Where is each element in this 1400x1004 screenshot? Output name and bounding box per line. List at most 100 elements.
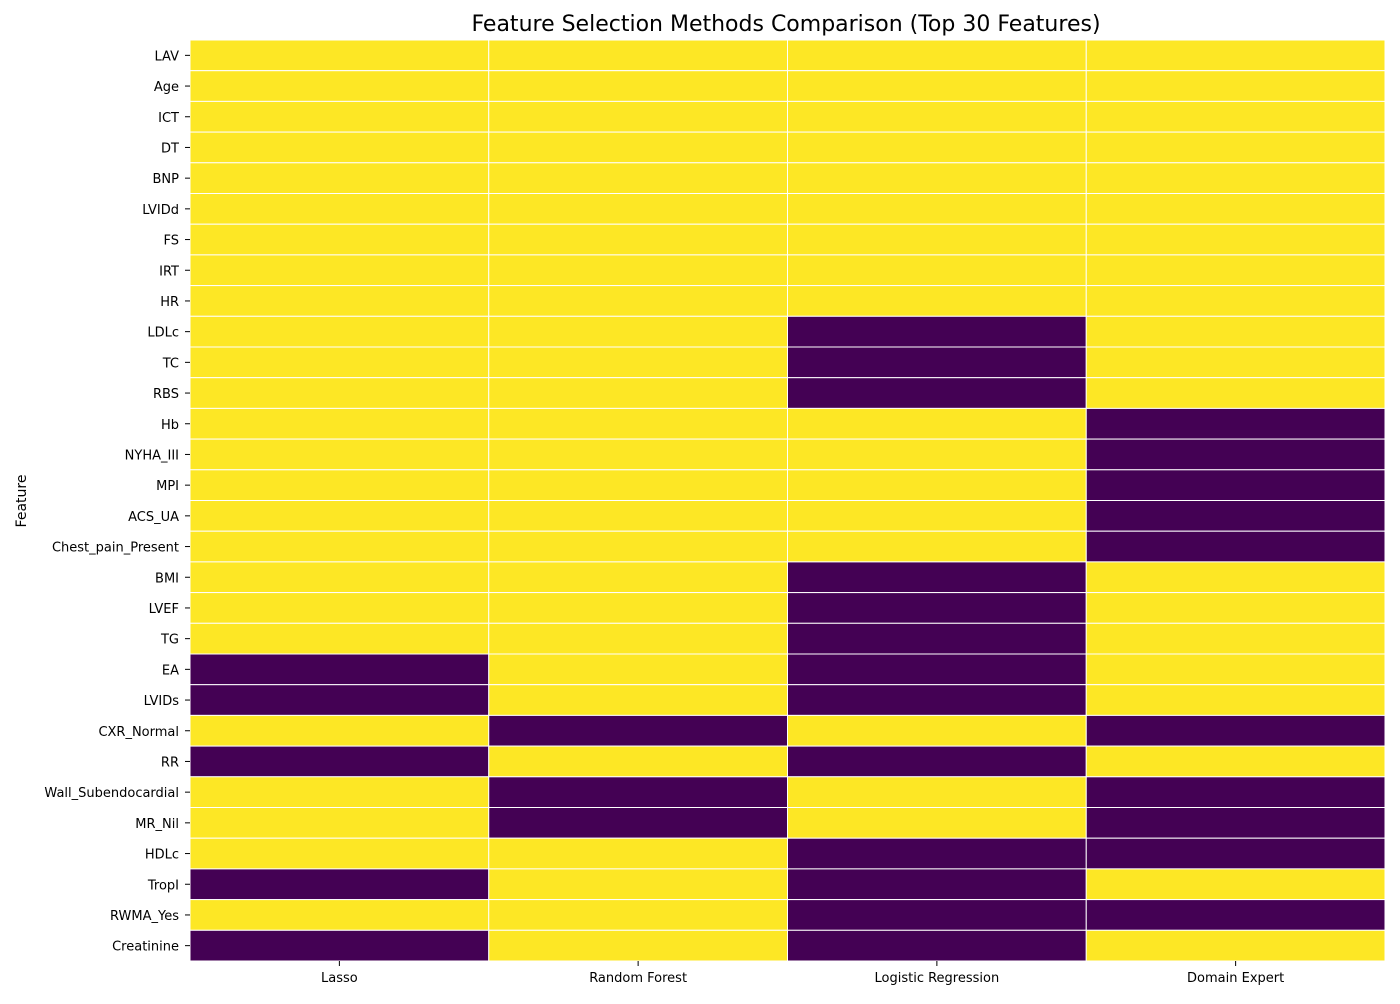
heatmap-cell-wall-subendocardial-domain-expert [1085, 776, 1386, 808]
heatmap-cell-tc-lasso [189, 346, 490, 379]
y-tick-label: MR_Nil [135, 817, 179, 832]
heatmap-cell-nyha-iii-random-forest [488, 438, 788, 471]
y-tick-label: NYHA_III [125, 448, 179, 463]
x-axis-ticks: Lasso Random Forest Logistic Regression Dom… [321, 961, 1284, 986]
y-tick-label: LAV [155, 49, 180, 64]
heatmap-cell-irt-logistic-regression [787, 254, 1087, 287]
heatmap-cell-ldlc-random-forest [488, 315, 788, 348]
heatmap-cell-lvidd-random-forest [488, 193, 788, 225]
heatmap-cell-mr-nil-logistic-regression [787, 807, 1087, 839]
heatmap-cell-irt-lasso [189, 254, 490, 287]
heatmap-cell-cxr-normal-domain-expert [1085, 714, 1386, 747]
heatmap-cell-fs-random-forest [488, 223, 788, 256]
heatmap-cell-lav-domain-expert [1085, 39, 1386, 72]
heatmap-cell-chest-pain-present-random-forest [488, 530, 788, 563]
heatmap-cells [189, 39, 1386, 962]
heatmap-cell-mpi-logistic-regression [787, 469, 1087, 501]
y-tick-label: LVIDd [142, 203, 179, 218]
heatmap-cell-rwma-yes-lasso [189, 899, 490, 931]
y-tick-label: ACS_UA [128, 510, 179, 525]
heatmap-cell-rwma-yes-random-forest [488, 899, 788, 931]
heatmap-cell-hr-logistic-regression [787, 285, 1087, 317]
chart-title: Feature Selection Methods Comparison (To… [471, 12, 1100, 37]
heatmap-cell-dt-logistic-regression [787, 131, 1087, 164]
heatmap-cell-hb-random-forest [488, 407, 788, 440]
heatmap-cell-creatinine-lasso [189, 929, 490, 962]
heatmap-cell-ict-domain-expert [1085, 100, 1386, 133]
heatmap-cell-tg-lasso [189, 622, 490, 655]
x-tick-label: Random Forest [589, 971, 687, 986]
heatmap-cell-rr-lasso [189, 745, 490, 778]
heatmap-cell-mr-nil-domain-expert [1085, 807, 1386, 839]
heatmap-cell-mpi-random-forest [488, 469, 788, 501]
heatmap-cell-lav-lasso [189, 39, 490, 72]
heatmap-cell-cxr-normal-lasso [189, 714, 490, 747]
y-tick-label: Hb [161, 418, 179, 433]
heatmap-cell-lvids-random-forest [488, 684, 788, 716]
y-tick-label: TropI [147, 878, 179, 893]
heatmap-cell-lvidd-logistic-regression [787, 193, 1087, 225]
y-tick-label: IRT [159, 264, 179, 279]
heatmap-cell-lav-logistic-regression [787, 39, 1087, 72]
heatmap-cell-tg-random-forest [488, 622, 788, 655]
heatmap-cell-lvids-domain-expert [1085, 684, 1386, 716]
y-tick-label: Wall_Subendocardial [44, 786, 179, 801]
heatmap-cell-lav-random-forest [488, 39, 788, 72]
heatmap-cell-tg-domain-expert [1085, 622, 1386, 655]
heatmap-cell-hb-lasso [189, 407, 490, 440]
y-tick-label: Creatinine [112, 940, 179, 955]
heatmap-cell-bmi-lasso [189, 561, 490, 594]
heatmap-cell-wall-subendocardial-lasso [189, 776, 490, 808]
heatmap-cell-hr-lasso [189, 285, 490, 317]
heatmap-cell-rwma-yes-domain-expert [1085, 899, 1386, 931]
y-tick-label: FS [163, 234, 179, 249]
heatmap-cell-bmi-random-forest [488, 561, 788, 594]
heatmap-cell-mr-nil-random-forest [488, 807, 788, 839]
heatmap-cell-hdlc-logistic-regression [787, 837, 1087, 870]
heatmap-cell-bmi-logistic-regression [787, 561, 1087, 594]
x-tick-label: Lasso [321, 971, 358, 986]
heatmap-cell-mr-nil-lasso [189, 807, 490, 839]
heatmap-cell-tropi-domain-expert [1085, 868, 1386, 901]
heatmap-cell-hb-logistic-regression [787, 407, 1087, 440]
heatmap-cell-lvids-logistic-regression [787, 684, 1087, 716]
y-tick-label: HDLc [145, 848, 179, 863]
heatmap-cell-bnp-random-forest [488, 162, 788, 195]
heatmap-cell-rr-logistic-regression [787, 745, 1087, 778]
heatmap-cell-dt-random-forest [488, 131, 788, 164]
heatmap-cell-ict-logistic-regression [787, 100, 1087, 133]
y-tick-label: HR [160, 295, 179, 310]
heatmap-cell-acs-ua-random-forest [488, 500, 788, 532]
y-axis-ticks: LAV Age ICT DT BNP LVIDd FS IRT HR LDLc TC RBS Hb NYH… [44, 49, 190, 955]
heatmap-cell-bmi-domain-expert [1085, 561, 1386, 594]
heatmap-cell-hb-domain-expert [1085, 407, 1386, 440]
heatmap-cell-ldlc-logistic-regression [787, 315, 1087, 348]
y-tick-label: BMI [155, 571, 179, 586]
heatmap-cell-ea-domain-expert [1085, 653, 1386, 686]
x-tick-label: Domain Expert [1187, 971, 1284, 986]
y-tick-label: MPI [156, 479, 179, 494]
heatmap-cell-age-random-forest [488, 70, 788, 102]
y-tick-label: BNP [153, 172, 180, 187]
heatmap-cell-chest-pain-present-domain-expert [1085, 530, 1386, 563]
heatmap-cell-dt-domain-expert [1085, 131, 1386, 164]
heatmap-cell-cxr-normal-logistic-regression [787, 714, 1087, 747]
heatmap-cell-irt-random-forest [488, 254, 788, 287]
heatmap-cell-cxr-normal-random-forest [488, 714, 788, 747]
heatmap-cell-ea-logistic-regression [787, 653, 1087, 686]
heatmap-cell-lvef-random-forest [488, 592, 788, 624]
heatmap-cell-nyha-iii-lasso [189, 438, 490, 471]
heatmap-cell-rbs-lasso [189, 377, 490, 409]
heatmap-cell-creatinine-domain-expert [1085, 929, 1386, 962]
heatmap-cell-lvidd-domain-expert [1085, 193, 1386, 225]
heatmap-cell-nyha-iii-domain-expert [1085, 438, 1386, 471]
heatmap-cell-wall-subendocardial-logistic-regression [787, 776, 1087, 808]
heatmap-cell-mpi-domain-expert [1085, 469, 1386, 501]
y-tick-label: TC [162, 356, 179, 371]
heatmap-cell-lvids-lasso [189, 684, 490, 716]
heatmap-cell-chest-pain-present-lasso [189, 530, 490, 563]
x-tick-label: Logistic Regression [875, 971, 1000, 986]
y-tick-label: RBS [153, 387, 179, 402]
